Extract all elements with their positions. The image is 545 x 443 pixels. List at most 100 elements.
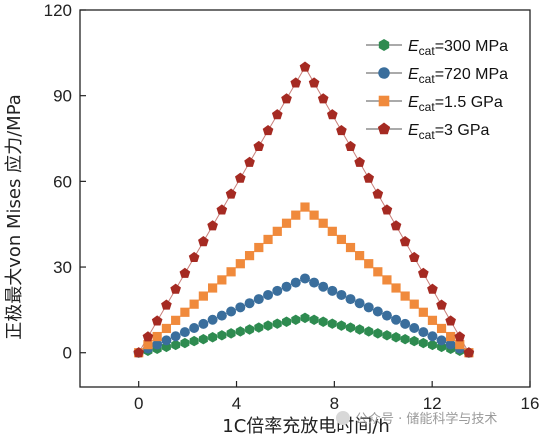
y-axis: 0 30 60 90 120 (44, 1, 86, 363)
data-point (400, 318, 411, 329)
data-point (427, 339, 437, 351)
data-point (272, 285, 283, 296)
data-point (133, 347, 145, 358)
axes-frame (79, 9, 531, 388)
data-point (151, 315, 163, 326)
data-point (225, 188, 237, 199)
y-tick-label: 60 (53, 172, 72, 191)
data-point (271, 109, 283, 120)
legend-marker (378, 67, 390, 79)
data-point (208, 283, 218, 293)
data-point (418, 327, 429, 338)
data-point (318, 281, 329, 292)
data-point (372, 188, 384, 199)
data-point (207, 314, 218, 325)
data-point (235, 259, 245, 269)
data-point (409, 335, 419, 347)
data-point (318, 316, 328, 327)
data-point (318, 218, 328, 228)
data-point (345, 294, 356, 305)
data-point (226, 306, 237, 317)
data-point (400, 291, 410, 301)
data-point (354, 298, 365, 309)
data-point (336, 320, 346, 331)
data-point (346, 322, 356, 333)
data-point (161, 335, 172, 346)
data-point (445, 315, 456, 326)
wechat-icon (336, 411, 350, 425)
data-point (290, 277, 301, 288)
legend-marker (378, 39, 390, 51)
watermark: 公众号 · 储能科学与技术 (336, 411, 497, 427)
data-point (299, 61, 311, 72)
data-point (263, 320, 273, 331)
data-point (454, 331, 466, 342)
data-point (336, 289, 347, 300)
data-point (382, 330, 392, 341)
data-point (171, 315, 181, 325)
data-point (427, 283, 438, 294)
data-point (152, 339, 163, 350)
data-point (198, 236, 209, 247)
data-point (281, 281, 292, 292)
data-point (436, 323, 447, 334)
data-point (427, 331, 438, 342)
data-point (171, 339, 181, 351)
watermark-text: 公众号 · 储能科学与技术 (355, 411, 497, 427)
data-point (336, 234, 347, 245)
data-point (188, 251, 200, 263)
data-point (391, 283, 401, 293)
legend-marker (377, 122, 391, 135)
y-tick-label: 0 (63, 344, 72, 363)
y-tick-label: 90 (53, 87, 72, 106)
data-point (463, 347, 475, 358)
data-point (282, 316, 292, 327)
data-point (244, 156, 255, 167)
legend-label: Ecat=3 GPa (408, 122, 489, 142)
data-point (399, 236, 411, 247)
data-point (382, 275, 392, 285)
x-tick-label: 4 (232, 394, 241, 413)
data-point (208, 332, 218, 343)
data-point (418, 267, 429, 278)
data-point (363, 302, 374, 313)
data-point (189, 335, 199, 347)
data-point (235, 302, 246, 313)
y-axis-title: 正极最大von Mises 应力/MPa (4, 94, 25, 340)
series-1 (133, 273, 474, 358)
series-markers (133, 61, 475, 358)
data-point (217, 330, 227, 341)
data-point (281, 93, 292, 104)
data-point (291, 314, 301, 326)
data-point (161, 299, 172, 310)
data-point (281, 218, 292, 228)
data-point (189, 299, 199, 309)
data-point (409, 299, 419, 309)
data-point (216, 204, 228, 215)
data-point (355, 324, 365, 335)
data-point (189, 322, 200, 333)
data-point (180, 307, 190, 317)
data-point (207, 220, 218, 231)
data-point (436, 335, 447, 346)
data-point (244, 298, 255, 309)
data-point (226, 328, 236, 339)
y-tick-label: 30 (53, 258, 72, 277)
plot-frame (79, 9, 531, 388)
data-point (326, 109, 338, 120)
data-point (355, 251, 365, 261)
data-point (418, 307, 428, 317)
data-point (391, 314, 402, 325)
data-point (327, 318, 337, 329)
data-point (152, 331, 162, 342)
data-point (272, 226, 282, 236)
x-tick-label: 0 (134, 394, 143, 413)
data-point (345, 242, 356, 253)
legend-label: Ecat=300 MPa (408, 38, 508, 58)
data-point (143, 340, 153, 350)
data-point (235, 172, 246, 183)
data-point (408, 251, 420, 263)
data-point (179, 327, 190, 338)
data-point (263, 234, 273, 245)
data-point (142, 331, 154, 342)
